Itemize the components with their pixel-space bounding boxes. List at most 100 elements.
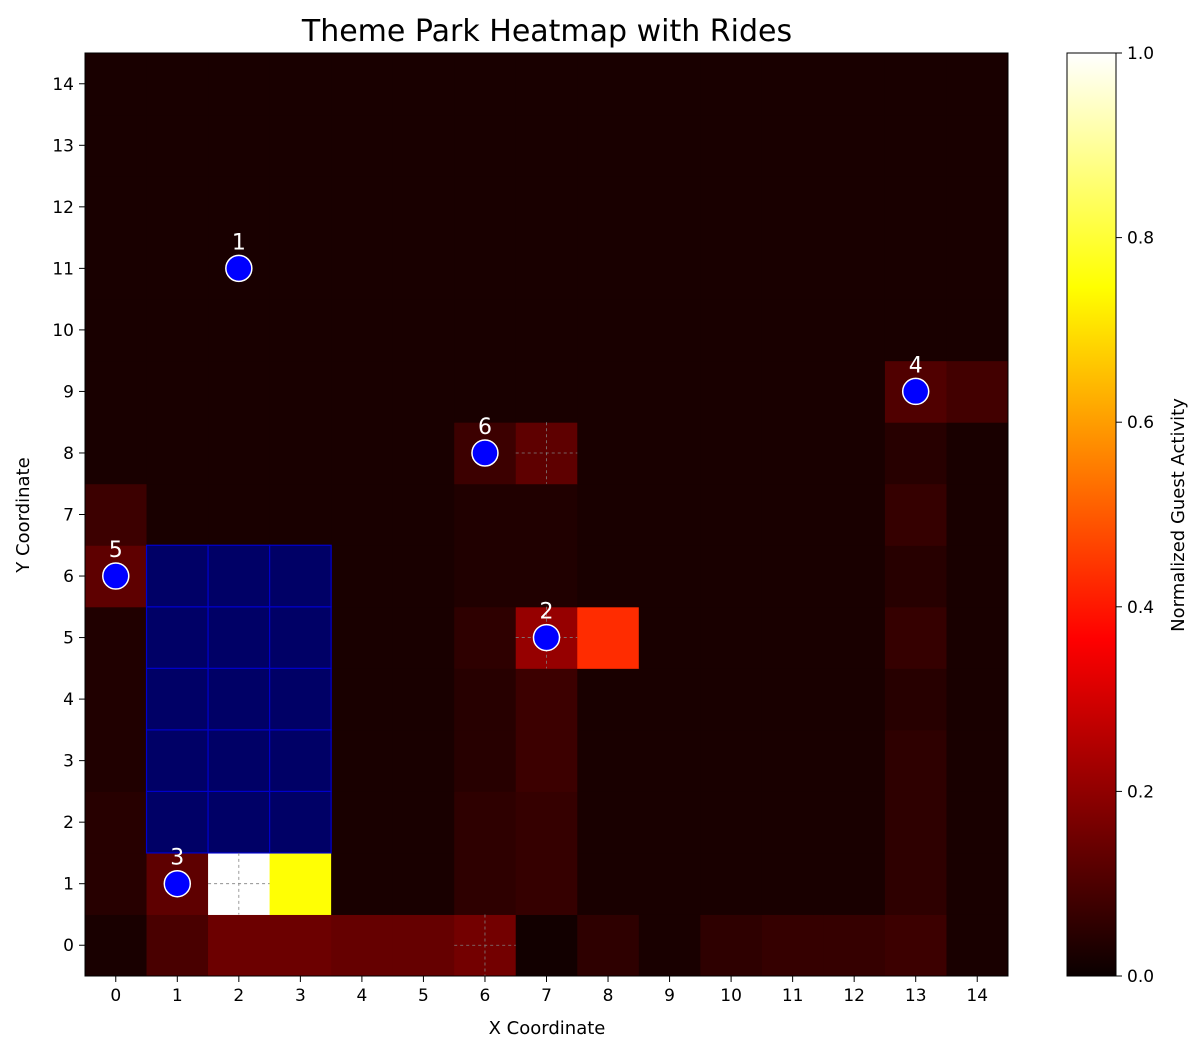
heatmap-cell [454, 729, 517, 792]
heatmap-cell [208, 299, 271, 362]
heatmap-cell [269, 114, 332, 177]
colorbar-tick-label: 0.8 [1127, 229, 1154, 249]
ride-label: 5 [109, 538, 123, 563]
y-tick-label: 11 [52, 259, 74, 279]
heatmap-cell [331, 668, 394, 731]
heatmap-cell [946, 237, 1009, 300]
heatmap-cell [392, 791, 455, 854]
heatmap-cell [208, 53, 271, 116]
heatmap-cell [700, 545, 763, 608]
colorbar [1066, 52, 1117, 977]
heatmap-cell [946, 53, 1009, 116]
heatmap-cell [884, 422, 947, 485]
heatmap-cell [823, 114, 886, 177]
colorbar-ticks: 0.0 0.2 0.4 0.6 0.8 1.0 [1116, 44, 1154, 987]
ride-label: 2 [540, 600, 554, 625]
heatmap-cell [638, 299, 701, 362]
heatmap-cell [946, 729, 1009, 792]
heatmap-cell [515, 299, 578, 362]
heatmap-cell [577, 729, 640, 792]
heatmap-cell [946, 914, 1009, 977]
heatmap-cell [85, 483, 148, 546]
ride-label: 6 [478, 415, 492, 440]
heatmap-cell [884, 606, 947, 669]
water-cell [145, 790, 209, 854]
ride-marker [901, 377, 930, 406]
ride-marker [471, 439, 499, 467]
heatmap-cell [331, 53, 394, 116]
heatmap-cell [946, 545, 1009, 608]
heatmap-cell [823, 791, 886, 854]
x-tick-label: 2 [233, 986, 244, 1006]
heatmap-cell [331, 299, 394, 362]
heatmap-cell [454, 176, 517, 239]
heatmap-cell [884, 729, 947, 792]
heatmap-cell [146, 914, 209, 977]
heatmap-cell [823, 299, 886, 362]
heatmap-cell [761, 237, 824, 300]
heatmap-cell [700, 914, 763, 977]
heatmap-cell [515, 791, 578, 854]
heatmap-cell [700, 237, 763, 300]
heatmap-cell [946, 299, 1009, 362]
heatmap-cell [515, 483, 578, 546]
heatmap-cell [208, 176, 271, 239]
heatmap-cell [331, 606, 394, 669]
heatmap-cell [823, 237, 886, 300]
colorbar-tick-label: 0.4 [1127, 598, 1154, 618]
x-tick-label: 12 [843, 986, 865, 1006]
heatmap-cell [208, 914, 271, 977]
heatmap-cell [515, 729, 578, 792]
heatmap-cell [515, 914, 578, 977]
heatmap-cell [85, 53, 148, 116]
heatmap-cell [392, 606, 455, 669]
heatmap-cell [700, 53, 763, 116]
heatmap-cell [146, 114, 209, 177]
water-cell [207, 790, 271, 854]
y-tick-label: 2 [63, 813, 74, 833]
heatmap-cell [761, 791, 824, 854]
x-tick-label: 10 [720, 986, 742, 1006]
heatmap-cell [638, 729, 701, 792]
heatmap-cell [454, 483, 517, 546]
heatmap-cell [146, 483, 209, 546]
heatmap-cell [85, 791, 148, 854]
heatmap-cell [392, 299, 455, 362]
x-tick-label: 4 [356, 986, 367, 1006]
heatmap-cell [331, 176, 394, 239]
heatmap-cell [946, 668, 1009, 731]
ride-markers: 1 2 3 4 5 6 [102, 230, 930, 898]
heatmap-cell [884, 176, 947, 239]
x-tick-label: 13 [905, 986, 927, 1006]
heatmap-cell [638, 237, 701, 300]
heatmap-cell [85, 606, 148, 669]
heatmap-cell [638, 53, 701, 116]
water-cell [145, 544, 209, 608]
heatmap-cell [269, 176, 332, 239]
heatmap-cell [946, 606, 1009, 669]
heatmap-cell [85, 176, 148, 239]
heatmap-cell [454, 852, 517, 915]
water-cell [269, 667, 332, 731]
heatmap-cell [884, 791, 947, 854]
heatmap-cell [700, 668, 763, 731]
x-tick-label: 0 [110, 986, 121, 1006]
heatmap-cell [269, 483, 332, 546]
heatmap-cell [331, 483, 394, 546]
heatmap-cell [761, 114, 824, 177]
heatmap-cell [85, 422, 148, 485]
heatmap-cell [515, 114, 578, 177]
heatmap-cell [700, 176, 763, 239]
heatmap-cell [85, 360, 148, 423]
heatmap-cell [700, 852, 763, 915]
heatmap-cell [515, 53, 578, 116]
heatmap-cell [392, 360, 455, 423]
heatmap-cell [823, 914, 886, 977]
water-region [145, 544, 332, 854]
heatmap-cell [454, 237, 517, 300]
heatmap-cell [577, 791, 640, 854]
heatmap-cell [269, 299, 332, 362]
heatmap-cell [700, 114, 763, 177]
heatmap-cell [577, 237, 640, 300]
y-tick-label: 10 [52, 321, 74, 341]
